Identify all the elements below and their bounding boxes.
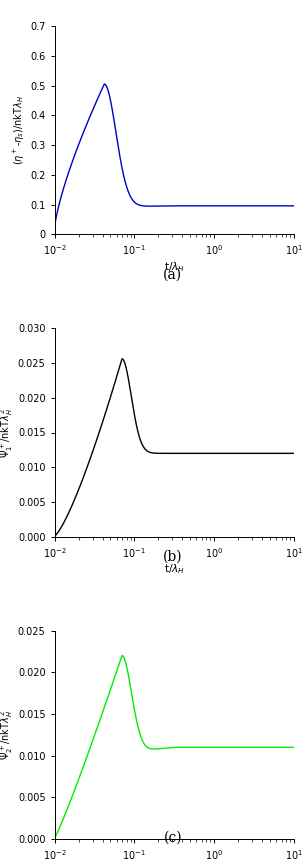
Y-axis label: $\Psi_2^+$/nkT$\lambda_H^2$: $\Psi_2^+$/nkT$\lambda_H^2$ — [0, 709, 15, 759]
Y-axis label: ($\eta^+$-$\eta_s$)/nkT$\lambda_H$: ($\eta^+$-$\eta_s$)/nkT$\lambda_H$ — [12, 95, 27, 165]
Text: (c): (c) — [163, 830, 182, 844]
X-axis label: t/$\lambda_H$: t/$\lambda_H$ — [164, 260, 185, 274]
Text: (a): (a) — [163, 268, 182, 282]
X-axis label: t/$\lambda_H$: t/$\lambda_H$ — [164, 562, 185, 576]
Y-axis label: $\Psi_1^+$/nkT$\lambda_H^2$: $\Psi_1^+$/nkT$\lambda_H^2$ — [0, 407, 15, 458]
Text: (b): (b) — [163, 549, 182, 563]
